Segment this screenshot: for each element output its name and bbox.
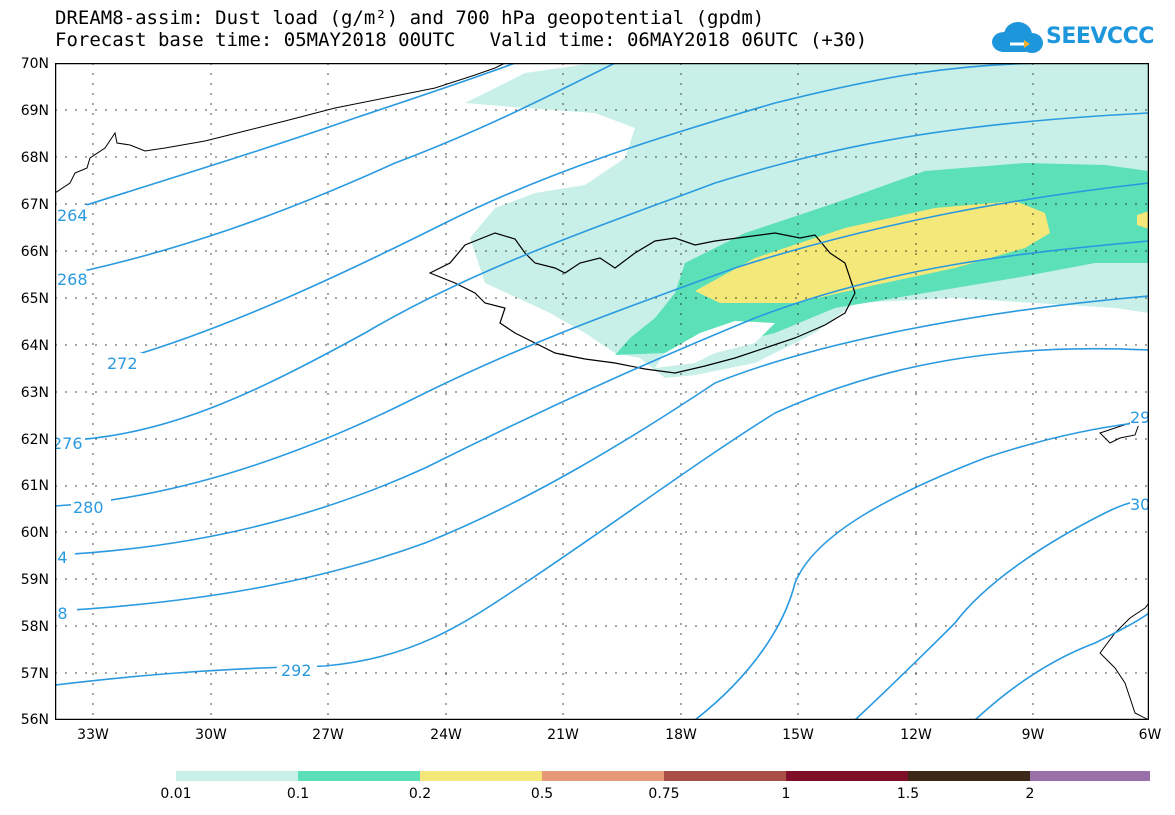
faroe-coast <box>1099 420 1141 444</box>
contour-labels: 264 268 272 276 280 284 288 292 296 300 <box>55 205 1149 680</box>
contour-284 <box>55 240 1149 556</box>
lat-label: 58N <box>20 619 49 635</box>
lon-label: 6W <box>1138 727 1162 743</box>
lat-label: 56N <box>20 712 49 728</box>
colorbar-label: 0.5 <box>530 786 554 802</box>
contour-label-276: 276 <box>55 434 83 453</box>
lon-label: 24W <box>430 727 462 743</box>
map-title-line-1: DREAM8-assim: Dust load (g/m²) and 700 h… <box>55 7 765 29</box>
lat-label: 70N <box>20 56 49 72</box>
contour-300 <box>854 499 1149 720</box>
lat-label: 68N <box>20 150 49 166</box>
lon-label: 30W <box>195 727 227 743</box>
contour-280 <box>55 182 1149 507</box>
colorbar-segment-8 <box>1030 771 1150 781</box>
colorbar-segment-5 <box>664 771 786 781</box>
colorbar-segment-4 <box>542 771 664 781</box>
contour-292 <box>55 347 1149 686</box>
lat-label: 69N <box>20 103 49 119</box>
map-panel: 264 268 272 276 280 284 288 292 296 300 <box>55 63 1149 720</box>
contour-label-268: 268 <box>57 270 88 289</box>
lon-label: 18W <box>665 727 697 743</box>
seevccc-logo: SEEVCCC <box>990 18 1154 58</box>
contour-268 <box>55 63 616 278</box>
lat-label: 59N <box>20 572 49 588</box>
dust-region-high <box>695 201 1050 303</box>
colorbar-label: 0.01 <box>160 786 192 802</box>
contour-label-272: 272 <box>107 354 138 373</box>
lon-label: 9W <box>1021 727 1045 743</box>
lon-label: 27W <box>312 727 344 743</box>
colorbar-segment-6 <box>786 771 908 781</box>
contour-288 <box>55 295 1149 612</box>
contour-label-292: 292 <box>281 661 312 680</box>
lon-label: 21W <box>547 727 579 743</box>
contour-304 <box>974 612 1149 720</box>
map-title-line-2: Forecast base time: 05MAY2018 00UTC Vali… <box>55 29 868 51</box>
lat-label: 60N <box>20 525 49 541</box>
lat-label: 57N <box>20 666 49 682</box>
lat-label: 66N <box>20 244 49 260</box>
colorbar-segment-3 <box>420 771 542 781</box>
contour-label-288: 288 <box>55 604 68 623</box>
map-canvas: 264 268 272 276 280 284 288 292 296 300 <box>55 63 1149 720</box>
grid-lines <box>55 63 1149 720</box>
colorbar-label: 2 <box>1025 786 1035 802</box>
lon-label: 33W <box>77 727 109 743</box>
contour-label-284: 284 <box>55 548 68 567</box>
greenland-coast <box>55 63 506 194</box>
lat-label: 63N <box>20 385 49 401</box>
colorbar-label: 1 <box>781 786 791 802</box>
colorbar-segment-1 <box>176 771 298 781</box>
dust-region-high-east <box>1137 211 1149 229</box>
colorbar-segment-7 <box>908 771 1030 781</box>
contour-296 <box>694 422 1136 720</box>
contour-label-280: 280 <box>73 498 104 517</box>
colorbar-segment-2 <box>298 771 420 781</box>
scotland-coast <box>1099 602 1149 720</box>
logo-text: SEEVCCC <box>1046 24 1154 49</box>
colorbar-label: 0.75 <box>648 786 680 802</box>
colorbar-label: 0.2 <box>408 786 432 802</box>
lon-label: 12W <box>900 727 932 743</box>
contour-276 <box>55 112 1149 442</box>
colorbar-label: 0.1 <box>286 786 310 802</box>
lat-label: 61N <box>20 478 49 494</box>
lon-label: 15W <box>782 727 814 743</box>
contour-264 <box>55 63 516 216</box>
lat-label: 62N <box>20 432 49 448</box>
lat-label: 67N <box>20 197 49 213</box>
lat-label: 65N <box>20 291 49 307</box>
geopotential-contours <box>55 63 1149 720</box>
lat-label: 64N <box>20 338 49 354</box>
colorbar <box>176 771 1150 781</box>
contour-label-300: 300 <box>1130 495 1149 514</box>
colorbar-label: 1.5 <box>896 786 920 802</box>
contour-label-264: 264 <box>57 206 88 225</box>
cloud-logo-icon <box>992 22 1043 53</box>
contour-label-296: 296 <box>1130 408 1149 427</box>
contour-272 <box>114 63 1056 362</box>
